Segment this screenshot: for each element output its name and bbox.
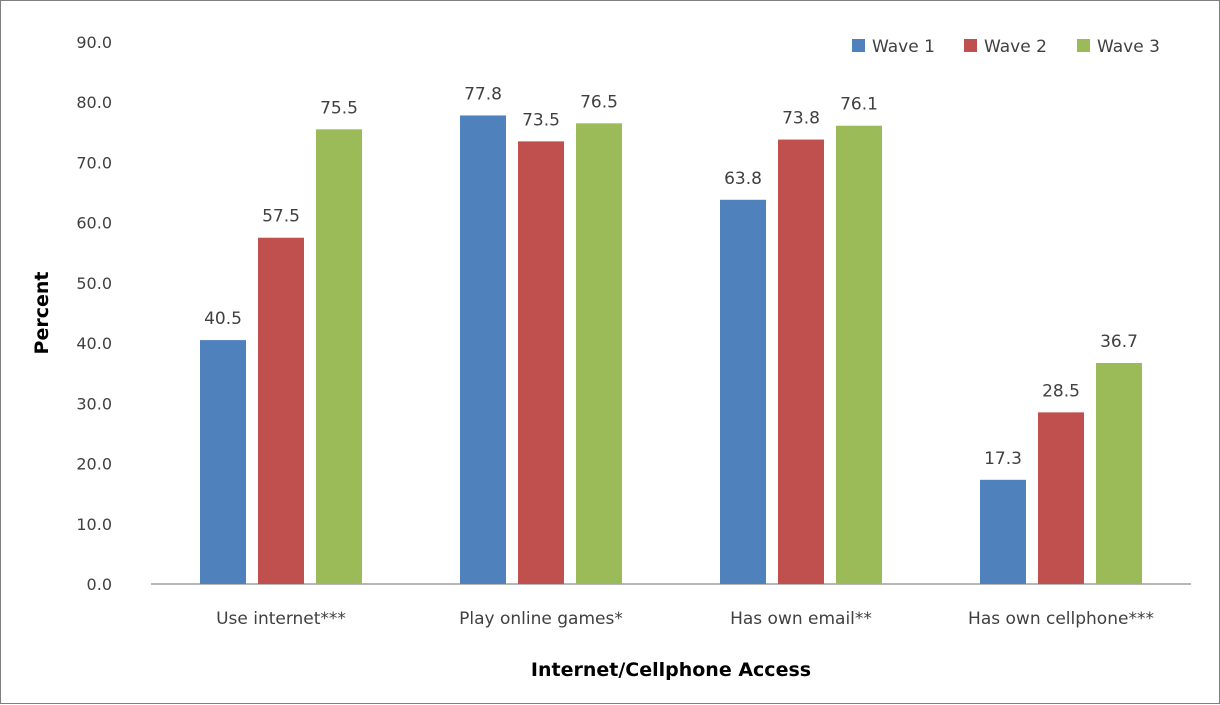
data-label: 73.5	[522, 110, 560, 130]
y-tick-label: 60.0	[76, 214, 112, 233]
bar	[316, 129, 362, 585]
y-tick-label: 20.0	[76, 455, 112, 474]
bar	[980, 479, 1026, 584]
y-tick-label: 0.0	[87, 575, 112, 594]
y-tick-label: 30.0	[76, 394, 112, 413]
data-label: 76.1	[840, 95, 878, 115]
legend-swatch	[964, 39, 977, 52]
x-category-label: Play online games*	[459, 609, 623, 629]
bar	[200, 340, 246, 584]
bar	[460, 115, 506, 585]
legend-swatch	[1077, 39, 1090, 52]
data-label: 17.3	[984, 449, 1022, 469]
data-label: 28.5	[1042, 381, 1080, 401]
x-axis-title: Internet/Cellphone Access	[531, 659, 811, 681]
data-label: 57.5	[262, 207, 300, 227]
legend-swatch	[852, 39, 865, 52]
data-label: 77.8	[464, 84, 502, 104]
data-label: 63.8	[724, 169, 762, 189]
legend-label: Wave 1	[872, 37, 935, 57]
bar	[778, 139, 824, 584]
legend-label: Wave 2	[984, 37, 1047, 57]
x-category-label: Has own email**	[730, 609, 872, 629]
y-tick-label: 40.0	[76, 334, 112, 353]
data-label: 75.5	[320, 98, 358, 118]
data-label: 40.5	[204, 309, 242, 329]
y-tick-label: 90.0	[76, 33, 112, 52]
x-category-label: Has own cellphone***	[968, 609, 1154, 629]
legend-label: Wave 3	[1097, 37, 1160, 57]
data-label: 36.7	[1100, 332, 1138, 352]
y-axis-title: Percent	[31, 272, 53, 355]
y-tick-label: 50.0	[76, 274, 112, 293]
y-tick-label: 80.0	[76, 93, 112, 112]
data-label: 76.5	[580, 92, 618, 112]
bar	[836, 125, 882, 584]
y-tick-label: 70.0	[76, 153, 112, 172]
bar	[258, 237, 304, 584]
bar	[1096, 362, 1142, 584]
bar	[576, 123, 622, 585]
x-category-label: Use internet***	[216, 609, 346, 629]
y-tick-label: 10.0	[76, 515, 112, 534]
bar	[518, 141, 564, 584]
data-label: 73.8	[782, 109, 820, 129]
bar	[1038, 412, 1084, 584]
bar	[720, 199, 766, 584]
